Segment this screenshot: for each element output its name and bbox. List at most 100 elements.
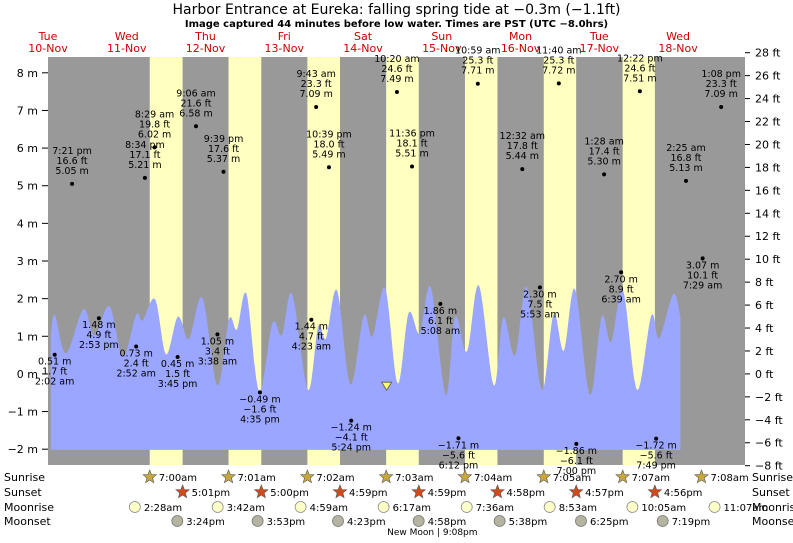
extreme-label: 16.6 ft [57, 156, 88, 167]
extreme-label: 17.8 ft [507, 141, 538, 152]
moonrise-moon-icon [211, 501, 224, 513]
extreme-label: 0.51 m [38, 357, 71, 368]
date-label: 17-Nov [580, 42, 620, 55]
extreme-label: 1.5 ft [165, 369, 190, 380]
extreme-label: 5.30 m [587, 156, 620, 167]
extreme-label: −1.24 m [331, 423, 372, 434]
moonset-time: 4:23pm [347, 517, 386, 528]
left-axis-tick-label: 5 m [17, 180, 38, 193]
extreme-point [602, 172, 607, 177]
extreme-label: −1.71 m [438, 440, 479, 451]
sunrise-star-icon [693, 469, 709, 484]
extreme-point [520, 167, 525, 172]
left-axis-tick-label: −1 m [8, 406, 38, 419]
extreme-label: 1.86 m [424, 306, 457, 317]
extreme-label: 18.1 ft [396, 139, 427, 150]
left-axis-tick-label: 4 m [17, 217, 38, 230]
extreme-label: 3:45 pm [158, 379, 198, 390]
extreme-label: 7:00 pm [557, 466, 597, 477]
day-of-week-label: Mon [509, 30, 532, 43]
extreme-label: 5:24 pm [331, 443, 371, 454]
moonrise-moon-icon [294, 501, 307, 513]
extreme-label: 23.3 ft [706, 79, 737, 90]
extreme-label: 6:39 am [601, 294, 640, 305]
extreme-label: 1.05 m [201, 336, 234, 347]
extreme-label: 9:43 am [296, 69, 335, 80]
extreme-label: 6.02 m [138, 129, 171, 140]
extreme-label: 7:21 pm [52, 146, 92, 157]
extreme-label: 0.73 m [119, 348, 152, 359]
extreme-label: 2.30 m [523, 289, 556, 300]
extreme-point [221, 169, 226, 174]
sunrise-time: 7:08am [710, 473, 748, 484]
date-label: 11-Nov [107, 42, 147, 55]
extreme-label: 5.05 m [55, 166, 88, 177]
sunset-star-icon [489, 484, 505, 499]
left-axis-tick-label: 6 m [17, 142, 38, 155]
sunrise-time: 7:07am [632, 473, 670, 484]
extreme-label: −1.6 ft [243, 404, 276, 415]
moonset-moon-icon [251, 515, 264, 527]
extreme-label: 10:20 am [374, 54, 419, 65]
extreme-label: 7.51 m [623, 73, 656, 84]
extreme-label: 2.4 ft [124, 358, 149, 369]
moonset-moon-icon [493, 515, 506, 527]
day-labels-layer: Tue10-NovWed11-NovThu12-NovFri13-NovSat1… [28, 30, 698, 55]
chart-title: Harbor Entrance at Eureka: falling sprin… [172, 2, 620, 18]
extreme-label: 12:22 pm [617, 53, 663, 64]
right-axis-tick-label: 24 ft [755, 93, 781, 106]
extreme-point [70, 181, 75, 186]
extreme-label: 5.21 m [128, 160, 161, 171]
extreme-label: 23.3 ft [301, 79, 332, 90]
extreme-label: 9:39 pm [204, 134, 244, 145]
extreme-label: 8.9 ft [609, 284, 634, 295]
extreme-label: 17.6 ft [208, 144, 239, 155]
extreme-label: 1.48 m [82, 320, 115, 331]
left-axis-tick-label: 8 m [17, 67, 38, 80]
extreme-label: 5.37 m [207, 154, 240, 165]
right-axis-tick-label: 16 ft [755, 184, 781, 197]
current-level-marker [380, 381, 393, 391]
extreme-point [456, 436, 461, 441]
moonrise-moon-icon [708, 501, 721, 513]
tide-area [50, 285, 681, 450]
astro-row-label-right: Moonrise [752, 501, 793, 514]
extreme-label: 8:34 pm [125, 140, 165, 151]
moonset-time: 3:53pm [267, 517, 306, 528]
extreme-point [556, 81, 561, 86]
astro-row-label-left: Moonset [4, 515, 51, 528]
sunrise-time: 7:05am [553, 473, 591, 484]
moonset-moon-icon [171, 515, 184, 527]
extreme-label: 5.49 m [312, 149, 345, 160]
moonset-moon-icon [656, 515, 669, 527]
extreme-label: 7:29 am [683, 280, 722, 291]
extreme-label: 17.1 ft [129, 150, 160, 161]
extreme-label: 6.58 m [179, 108, 212, 119]
extreme-point [349, 418, 354, 423]
extreme-label: 5:53 am [520, 309, 559, 320]
extreme-label: 7.71 m [461, 66, 494, 77]
date-label: 15-Nov [422, 42, 462, 55]
extreme-label: 2:25 am [666, 143, 705, 154]
astro-row-label-left: Sunset [4, 486, 42, 499]
extreme-label: 7.72 m [542, 65, 575, 76]
extreme-point [309, 317, 314, 322]
sunset-star-icon [175, 484, 191, 499]
sunset-star-icon [332, 484, 348, 499]
right-axis-tick-label: −6 ft [755, 437, 783, 450]
extreme-label: 12:32 am [500, 131, 545, 142]
extreme-label: 10:39 pm [306, 129, 352, 140]
sunrise-time: 7:02am [316, 473, 354, 484]
right-axis-tick-label: 0 ft [755, 368, 774, 381]
astro-row-label-right: Sunset [752, 486, 790, 499]
right-axis-tick-label: 20 ft [755, 138, 781, 151]
astro-row-label-right: Sunrise [752, 471, 793, 484]
extreme-label: 24.6 ft [381, 64, 412, 75]
extreme-label: 16.8 ft [670, 153, 701, 164]
extreme-point [410, 164, 415, 169]
extreme-label: 1.7 ft [42, 367, 67, 378]
right-axis-tick-label: −2 ft [755, 391, 783, 404]
sunset-time: 5:01pm [192, 488, 231, 499]
extreme-label: 2:02 am [35, 377, 74, 388]
